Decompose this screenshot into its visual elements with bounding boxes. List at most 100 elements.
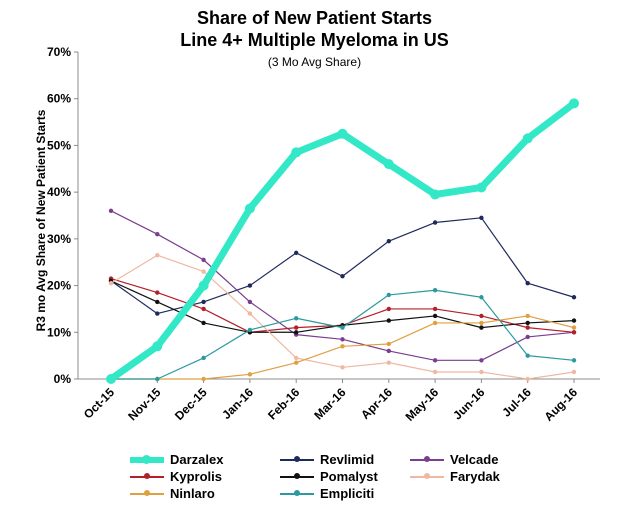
x-tick-label: Aug-16 [541,385,580,424]
legend-label: Empliciti [320,486,375,501]
data-point-darzalex [244,203,255,214]
data-point-revlimid [340,274,345,279]
legend-marker [294,456,300,462]
data-point-empliciti [201,355,206,361]
data-point-darzalex [569,98,579,109]
data-point-ninlaro [479,320,484,326]
y-tick-label: 20% [47,279,71,293]
legend-marker [144,490,150,496]
data-point-farydak [247,311,253,316]
data-point-darzalex [383,159,394,170]
legend-marker [424,456,430,462]
legend-label: Kyprolis [170,469,223,484]
data-point-revlimid [201,299,206,305]
y-tick-label: 70% [47,45,71,59]
chart-title: Share of New Patient Starts [196,8,433,28]
data-point-empliciti [294,316,299,321]
data-point-farydak [432,369,438,375]
data-point-darzalex [152,341,163,352]
data-point-ninlaro [201,376,206,382]
data-point-pomalyst [386,318,391,323]
data-point-pomalyst [201,320,206,326]
data-point-kyprolis [155,290,160,295]
data-point-darzalex [476,182,487,193]
data-point-darzalex [198,280,209,291]
x-tick-label: Jul-16 [499,385,534,420]
data-point-darzalex [522,133,533,144]
data-point-farydak [201,269,206,274]
data-point-farydak [525,376,530,382]
data-point-darzalex [337,128,348,139]
y-tick-label: 60% [47,92,71,106]
y-tick-label: 30% [47,232,71,246]
data-point-kyprolis [432,306,438,312]
data-point-revlimid [155,311,160,316]
data-point-revlimid [571,295,577,300]
data-point-velcade [201,257,206,263]
data-point-ninlaro [294,360,299,365]
chart-note: (3 Mo Avg Share) [267,55,362,69]
legend-marker [144,473,150,479]
x-tick-label: Nov-15 [125,385,163,423]
x-tick-label: May-16 [403,385,442,424]
data-point-velcade [340,337,345,342]
x-tick-label: Mar-16 [311,385,348,422]
data-point-empliciti [340,325,345,330]
data-point-revlimid [294,250,299,256]
data-point-pomalyst [571,318,577,323]
data-point-empliciti [571,358,577,363]
data-point-darzalex [291,147,302,158]
data-point-kyprolis [386,306,391,312]
series-line-revlimid [110,217,575,315]
data-point-farydak [386,360,391,365]
data-point-velcade [479,358,484,363]
chart-subtitle: Line 4+ Multiple Myeloma in US [180,30,449,50]
data-point-kyprolis [571,330,577,335]
x-tick-label: Feb-16 [265,385,302,422]
data-point-velcade [108,208,114,214]
data-point-velcade [432,358,438,363]
data-point-ninlaro [247,372,253,377]
x-tick-label: Dec-15 [172,385,210,423]
x-tick-label: Jan-16 [219,385,256,422]
data-point-pomalyst [525,320,530,326]
legend-marker [424,473,430,479]
data-point-farydak [340,365,345,370]
data-point-ninlaro [525,313,530,319]
data-point-empliciti [525,353,530,358]
y-tick-label: 0% [54,372,72,386]
legend-label: Velcade [450,452,499,467]
data-point-farydak [571,369,577,375]
data-point-farydak [294,355,299,361]
y-tick-label: 50% [47,138,71,152]
data-point-empliciti [386,292,391,298]
data-point-darzalex [106,374,116,384]
data-point-ninlaro [571,325,577,330]
data-point-ninlaro [340,344,345,349]
legend-label: Darzalex [170,452,224,467]
data-point-velcade [155,231,160,237]
data-point-velcade [386,348,391,354]
data-point-empliciti [432,288,438,293]
x-tick-label: Jun-16 [450,385,487,422]
legend-label: Pomalyst [320,469,378,484]
legend-label: Farydak [450,469,500,484]
data-point-empliciti [247,327,253,333]
data-point-farydak [108,281,114,286]
data-point-kyprolis [479,313,484,319]
data-point-empliciti [155,376,160,382]
data-point-farydak [479,369,484,375]
data-point-kyprolis [525,325,530,330]
legend-label: Revlimid [320,452,375,467]
data-point-ninlaro [386,341,391,347]
data-point-velcade [247,299,253,305]
data-point-revlimid [479,215,484,221]
data-point-revlimid [525,281,530,286]
data-point-pomalyst [155,299,160,305]
data-point-revlimid [432,220,438,225]
legend-marker [294,473,300,479]
data-point-revlimid [386,238,391,244]
y-tick-label: 40% [47,185,71,199]
data-point-farydak [155,253,160,258]
